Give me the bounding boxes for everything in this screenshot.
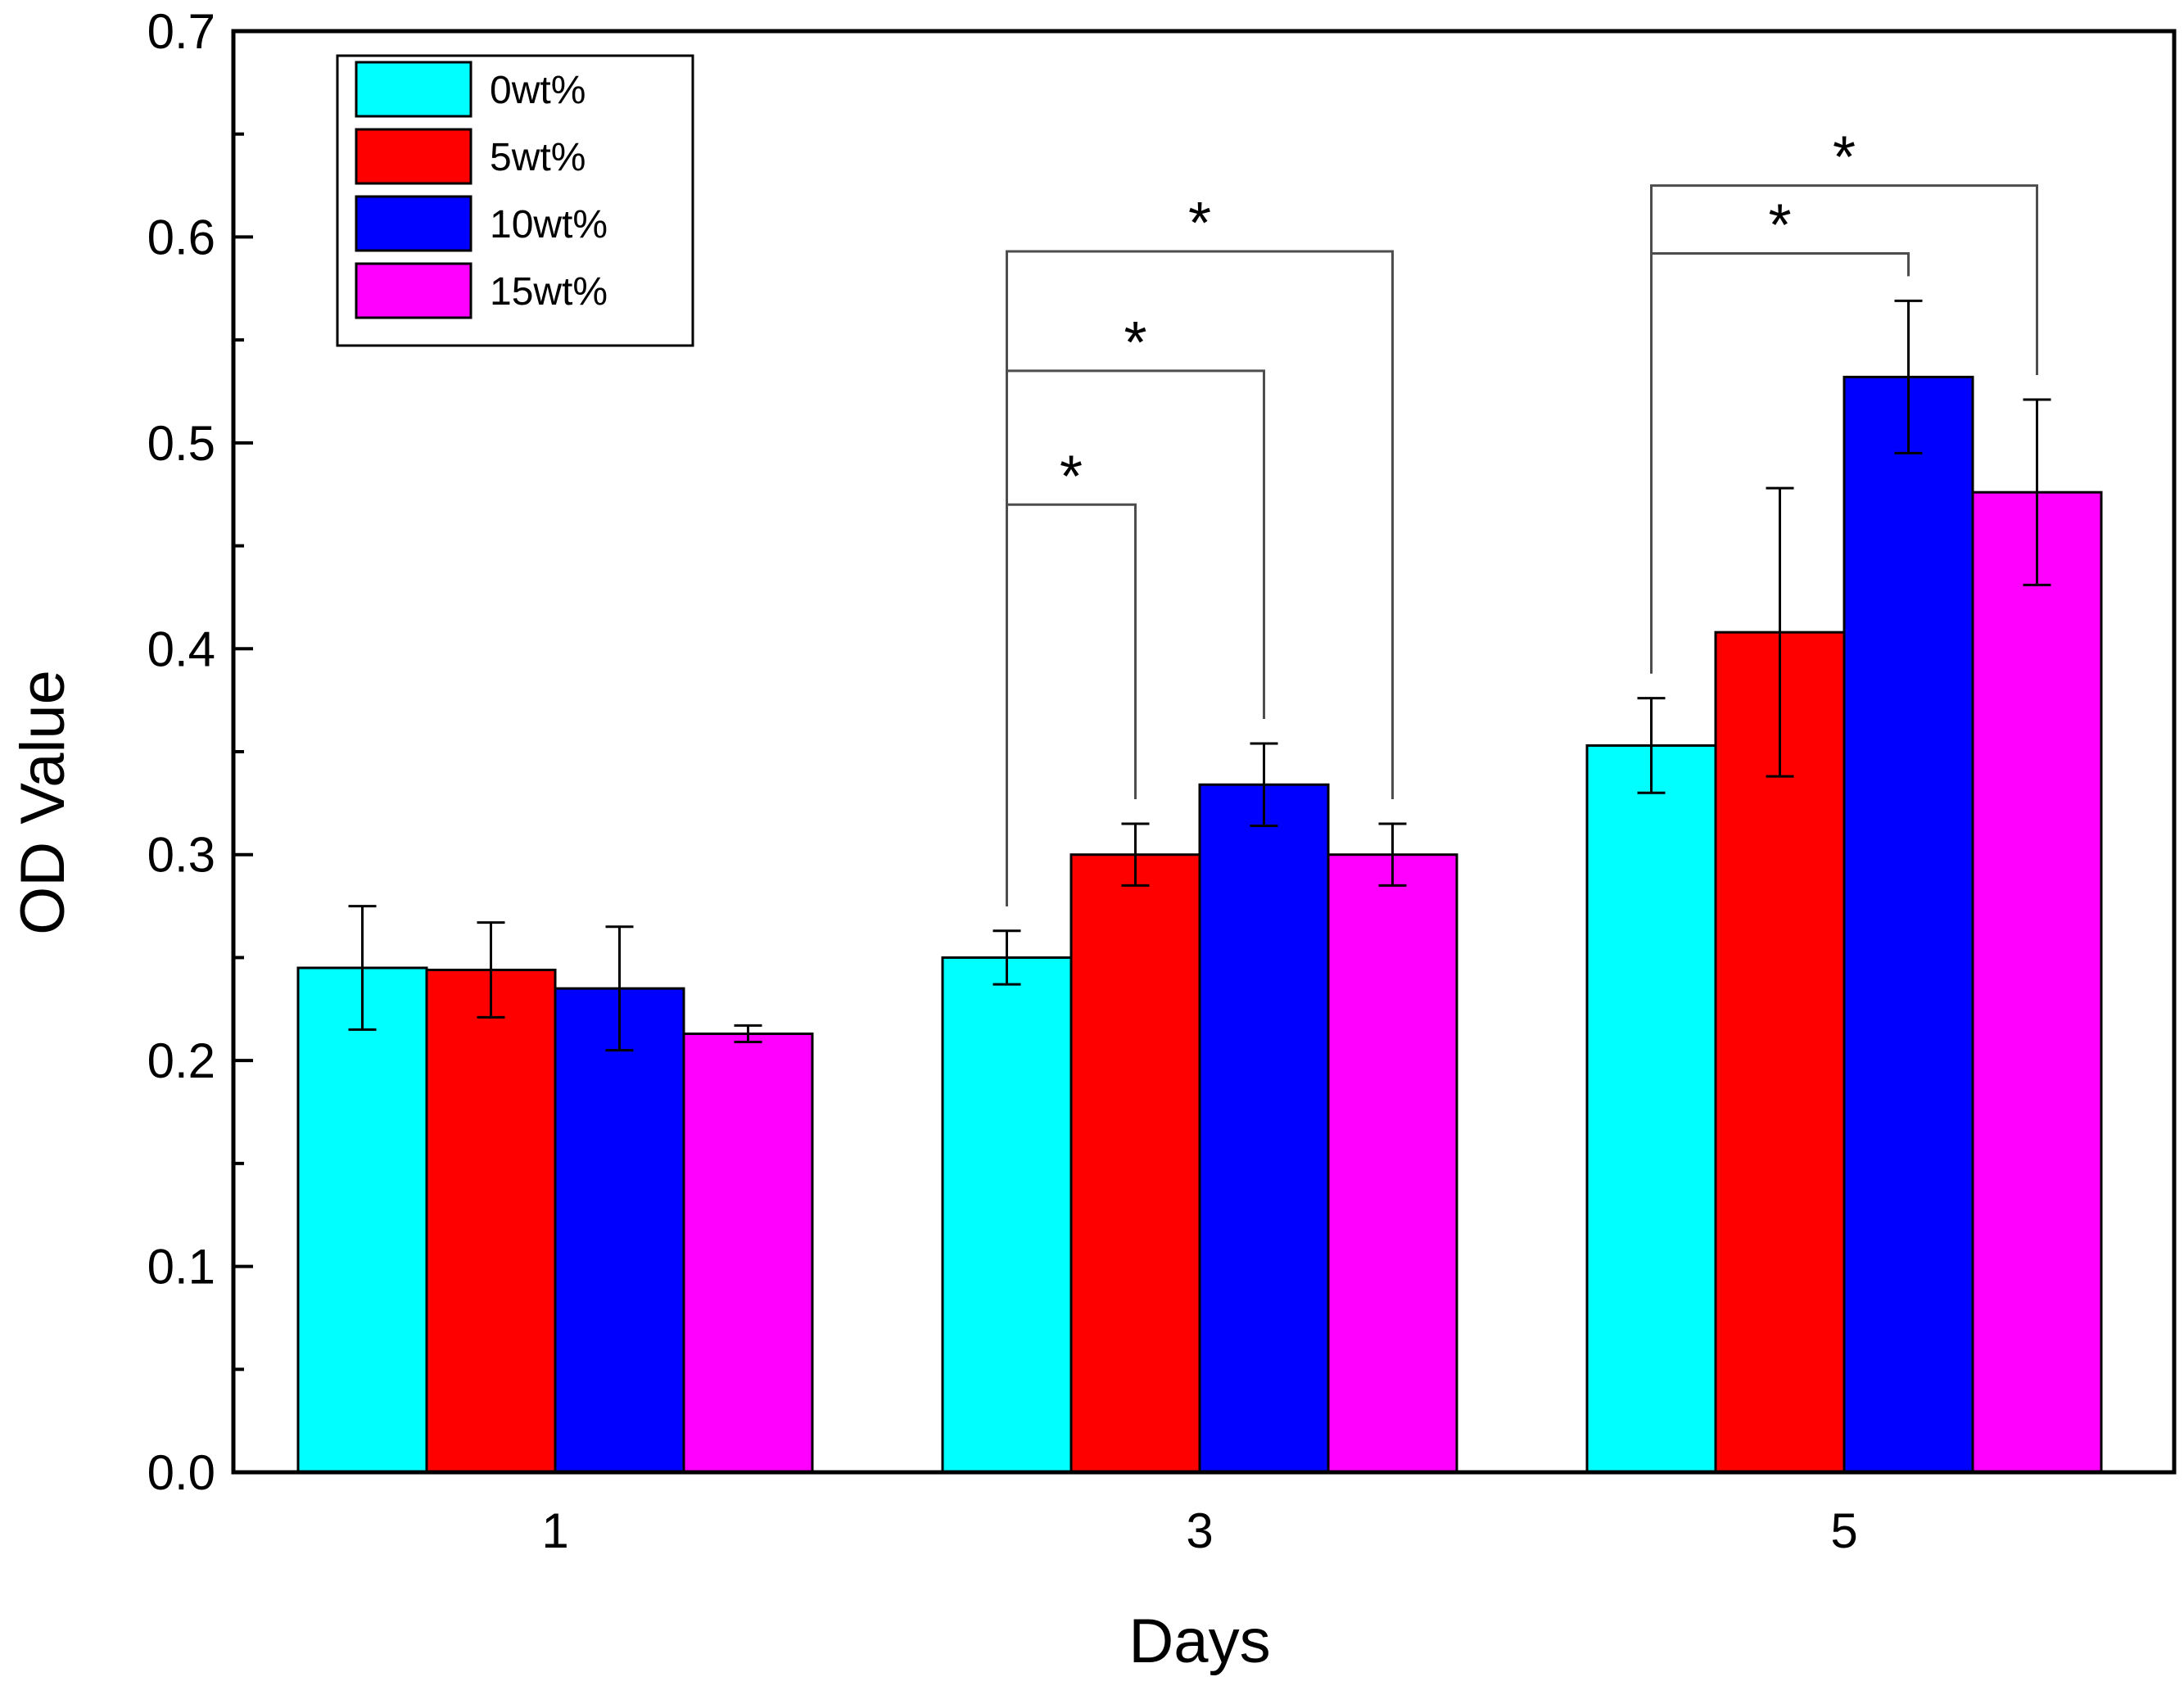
x-tick-label: 5 (1830, 1503, 1857, 1558)
x-axis-title: Days (1128, 1607, 1270, 1676)
significance-layer: * * * * * (1006, 125, 2038, 906)
y-tick-label: 0.5 (147, 416, 215, 471)
y-tick-label: 0.4 (147, 622, 215, 676)
legend-label: 5wt% (490, 136, 586, 179)
significance-star: * (1768, 193, 1791, 259)
plot-frame (231, 29, 2177, 1475)
y-axis-title: OD Value (8, 670, 78, 935)
bar (425, 969, 557, 1474)
error-bars-layer (348, 299, 2051, 1052)
bar (296, 966, 428, 1474)
legend: 0wt% 5wt% 10wt% 15wt% (336, 54, 694, 347)
bar (941, 956, 1073, 1474)
significance-star: * (1188, 191, 1211, 256)
legend-swatch (355, 128, 473, 185)
legend-label: 0wt% (490, 69, 586, 112)
legend-swatch (355, 195, 473, 252)
y-tick-label: 0.1 (147, 1240, 215, 1295)
bar (1971, 490, 2103, 1474)
legend-label: 10wt% (490, 203, 608, 246)
bar (554, 987, 685, 1474)
bar (1198, 783, 1330, 1474)
bar (682, 1032, 814, 1474)
y-tick-label: 0.3 (147, 828, 215, 883)
y-tick-label: 0.7 (147, 4, 215, 59)
significance-star: * (1833, 125, 1856, 191)
legend-swatch (355, 61, 473, 118)
significance-bracket (1650, 184, 2038, 674)
legend-swatch (355, 262, 473, 319)
significance-star: * (1124, 310, 1146, 376)
bar (1585, 744, 1717, 1474)
y-tick-label: 0.6 (147, 210, 215, 264)
x-tick-label: 1 (541, 1503, 568, 1558)
legend-label: 15wt% (490, 270, 608, 314)
bar (1843, 375, 1974, 1474)
significance-star: * (1060, 444, 1083, 509)
bars-layer (296, 375, 2103, 1474)
bar (1327, 853, 1458, 1474)
y-tick-label: 0.0 (147, 1445, 215, 1500)
x-tick-label: 3 (1186, 1503, 1213, 1558)
bar (1069, 853, 1201, 1474)
ticks-layer: 0.0 0.1 0.2 0.3 0.4 0.5 0.6 0.7 1 3 5 (147, 4, 1858, 1558)
significance-bracket (1006, 250, 1394, 906)
y-tick-label: 0.2 (147, 1033, 215, 1088)
